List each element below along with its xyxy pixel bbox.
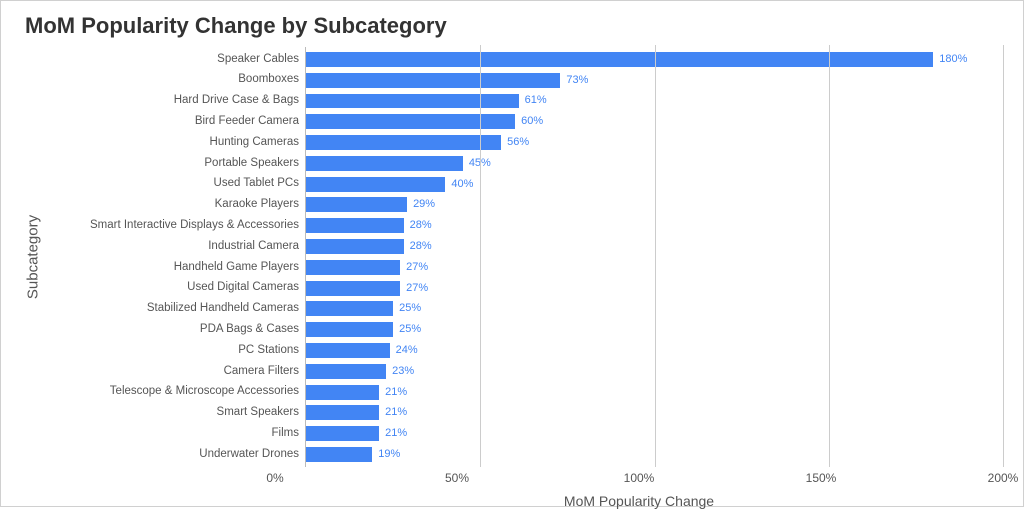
category-label: Bird Feeder Camera bbox=[51, 111, 305, 132]
category-label: Karaoke Players bbox=[51, 195, 305, 216]
xtick-label: 200% bbox=[988, 471, 1019, 485]
bar bbox=[306, 260, 400, 275]
gridline bbox=[480, 45, 481, 467]
x-axis: MoM Popularity Change 0%50%100%150%200% bbox=[275, 467, 1003, 503]
plot-wrap: Speaker CablesBoomboxesHard Drive Case &… bbox=[51, 47, 1003, 467]
bar-value-label: 25% bbox=[399, 324, 421, 335]
bar bbox=[306, 301, 393, 316]
bar bbox=[306, 281, 400, 296]
bar-value-label: 21% bbox=[385, 428, 407, 439]
chart-container: MoM Popularity Change by Subcategory Sub… bbox=[0, 0, 1024, 507]
category-label: Hunting Cameras bbox=[51, 132, 305, 153]
category-label: Stabilized Handheld Cameras bbox=[51, 299, 305, 320]
bar bbox=[306, 239, 404, 254]
category-labels: Speaker CablesBoomboxesHard Drive Case &… bbox=[51, 47, 305, 467]
category-label: Underwater Drones bbox=[51, 444, 305, 465]
xtick-label: 50% bbox=[445, 471, 469, 485]
bar bbox=[306, 218, 404, 233]
gridline bbox=[829, 45, 830, 467]
category-label: Camera Filters bbox=[51, 361, 305, 382]
category-label: PC Stations bbox=[51, 340, 305, 361]
bar bbox=[306, 426, 379, 441]
bar-value-label: 23% bbox=[392, 366, 414, 377]
bar-value-label: 28% bbox=[410, 241, 432, 252]
bar bbox=[306, 405, 379, 420]
bar bbox=[306, 156, 463, 171]
bar-value-label: 28% bbox=[410, 220, 432, 231]
category-label: Smart Interactive Displays & Accessories bbox=[51, 215, 305, 236]
bar-value-label: 21% bbox=[385, 387, 407, 398]
bar-value-label: 61% bbox=[525, 95, 547, 106]
bar bbox=[306, 73, 560, 88]
bar-value-label: 40% bbox=[451, 179, 473, 190]
yaxis-label: Subcategory bbox=[25, 215, 42, 299]
category-label: Smart Speakers bbox=[51, 403, 305, 424]
bar-value-label: 27% bbox=[406, 262, 428, 273]
bar-value-label: 19% bbox=[378, 449, 400, 460]
bar-value-label: 56% bbox=[507, 137, 529, 148]
bar bbox=[306, 364, 386, 379]
plot-area: 180%73%61%60%56%45%40%29%28%28%27%27%25%… bbox=[305, 47, 1003, 467]
category-label: Industrial Camera bbox=[51, 236, 305, 257]
gridline bbox=[1003, 45, 1004, 467]
bar-value-label: 24% bbox=[396, 345, 418, 356]
xtick-label: 0% bbox=[266, 471, 283, 485]
bar-value-label: 27% bbox=[406, 283, 428, 294]
bar bbox=[306, 135, 501, 150]
bar bbox=[306, 114, 515, 129]
bar-value-label: 60% bbox=[521, 116, 543, 127]
category-label: Used Digital Cameras bbox=[51, 278, 305, 299]
bar bbox=[306, 177, 445, 192]
category-label: Films bbox=[51, 423, 305, 444]
bar bbox=[306, 197, 407, 212]
category-label: Telescope & Microscope Accessories bbox=[51, 382, 305, 403]
category-label: PDA Bags & Cases bbox=[51, 319, 305, 340]
bar-value-label: 180% bbox=[939, 54, 967, 65]
chart-body: Subcategory Speaker CablesBoomboxesHard … bbox=[51, 47, 1003, 467]
bar bbox=[306, 385, 379, 400]
gridline bbox=[655, 45, 656, 467]
category-label: Handheld Game Players bbox=[51, 257, 305, 278]
bar bbox=[306, 343, 390, 358]
bar bbox=[306, 322, 393, 337]
bar bbox=[306, 52, 933, 67]
bar-value-label: 29% bbox=[413, 199, 435, 210]
chart-title: MoM Popularity Change by Subcategory bbox=[25, 13, 1003, 39]
bar-value-label: 25% bbox=[399, 303, 421, 314]
category-label: Speaker Cables bbox=[51, 49, 305, 70]
bar-value-label: 21% bbox=[385, 407, 407, 418]
category-label: Used Tablet PCs bbox=[51, 174, 305, 195]
bar bbox=[306, 447, 372, 462]
category-label: Boomboxes bbox=[51, 70, 305, 91]
category-label: Portable Speakers bbox=[51, 153, 305, 174]
category-label: Hard Drive Case & Bags bbox=[51, 91, 305, 112]
bar bbox=[306, 94, 519, 109]
bar-value-label: 73% bbox=[566, 75, 588, 86]
xtick-label: 100% bbox=[624, 471, 655, 485]
xtick-label: 150% bbox=[806, 471, 837, 485]
